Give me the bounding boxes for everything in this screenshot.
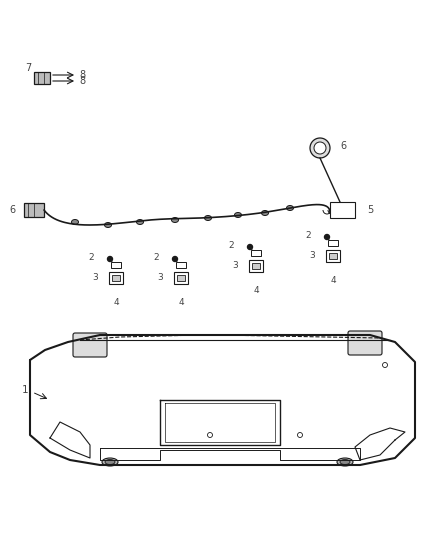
Ellipse shape <box>172 217 179 222</box>
Text: 4: 4 <box>113 298 119 307</box>
Ellipse shape <box>105 459 115 464</box>
Text: 4: 4 <box>253 286 259 295</box>
Text: 4: 4 <box>330 276 336 285</box>
FancyBboxPatch shape <box>112 275 120 281</box>
FancyBboxPatch shape <box>330 202 355 218</box>
Circle shape <box>173 256 177 262</box>
Text: 6: 6 <box>340 141 346 151</box>
Text: 3: 3 <box>157 273 163 282</box>
Ellipse shape <box>340 459 350 464</box>
FancyBboxPatch shape <box>111 262 121 268</box>
FancyBboxPatch shape <box>329 253 337 259</box>
FancyBboxPatch shape <box>109 272 123 284</box>
Text: 2: 2 <box>305 230 311 239</box>
FancyBboxPatch shape <box>328 240 338 246</box>
FancyBboxPatch shape <box>348 331 382 355</box>
FancyBboxPatch shape <box>73 333 107 357</box>
FancyBboxPatch shape <box>326 250 340 262</box>
Ellipse shape <box>337 458 353 466</box>
Text: 8: 8 <box>79 76 85 86</box>
Text: 2: 2 <box>153 253 159 262</box>
Ellipse shape <box>105 222 112 228</box>
Text: 5: 5 <box>367 205 373 215</box>
Text: 6: 6 <box>9 205 15 215</box>
Text: 3: 3 <box>232 262 238 271</box>
Text: 8: 8 <box>79 70 85 80</box>
FancyBboxPatch shape <box>174 272 188 284</box>
FancyBboxPatch shape <box>34 72 50 84</box>
FancyBboxPatch shape <box>252 263 260 269</box>
Text: 1: 1 <box>21 385 28 395</box>
FancyBboxPatch shape <box>249 260 263 272</box>
FancyBboxPatch shape <box>24 203 44 217</box>
Ellipse shape <box>71 220 78 224</box>
FancyBboxPatch shape <box>177 275 185 281</box>
Text: 2: 2 <box>88 253 94 262</box>
Text: 4: 4 <box>178 298 184 307</box>
Text: 2: 2 <box>228 240 234 249</box>
Circle shape <box>247 245 252 249</box>
Ellipse shape <box>261 211 268 215</box>
FancyBboxPatch shape <box>176 262 186 268</box>
Ellipse shape <box>102 458 118 466</box>
Circle shape <box>107 256 113 262</box>
Circle shape <box>310 138 330 158</box>
Ellipse shape <box>137 220 144 224</box>
Ellipse shape <box>205 215 212 221</box>
Ellipse shape <box>234 213 241 217</box>
FancyBboxPatch shape <box>251 250 261 256</box>
Text: 3: 3 <box>309 252 315 261</box>
Text: 3: 3 <box>92 273 98 282</box>
Circle shape <box>325 235 329 239</box>
Ellipse shape <box>286 206 293 211</box>
Text: 7: 7 <box>25 63 31 73</box>
Circle shape <box>314 142 326 154</box>
